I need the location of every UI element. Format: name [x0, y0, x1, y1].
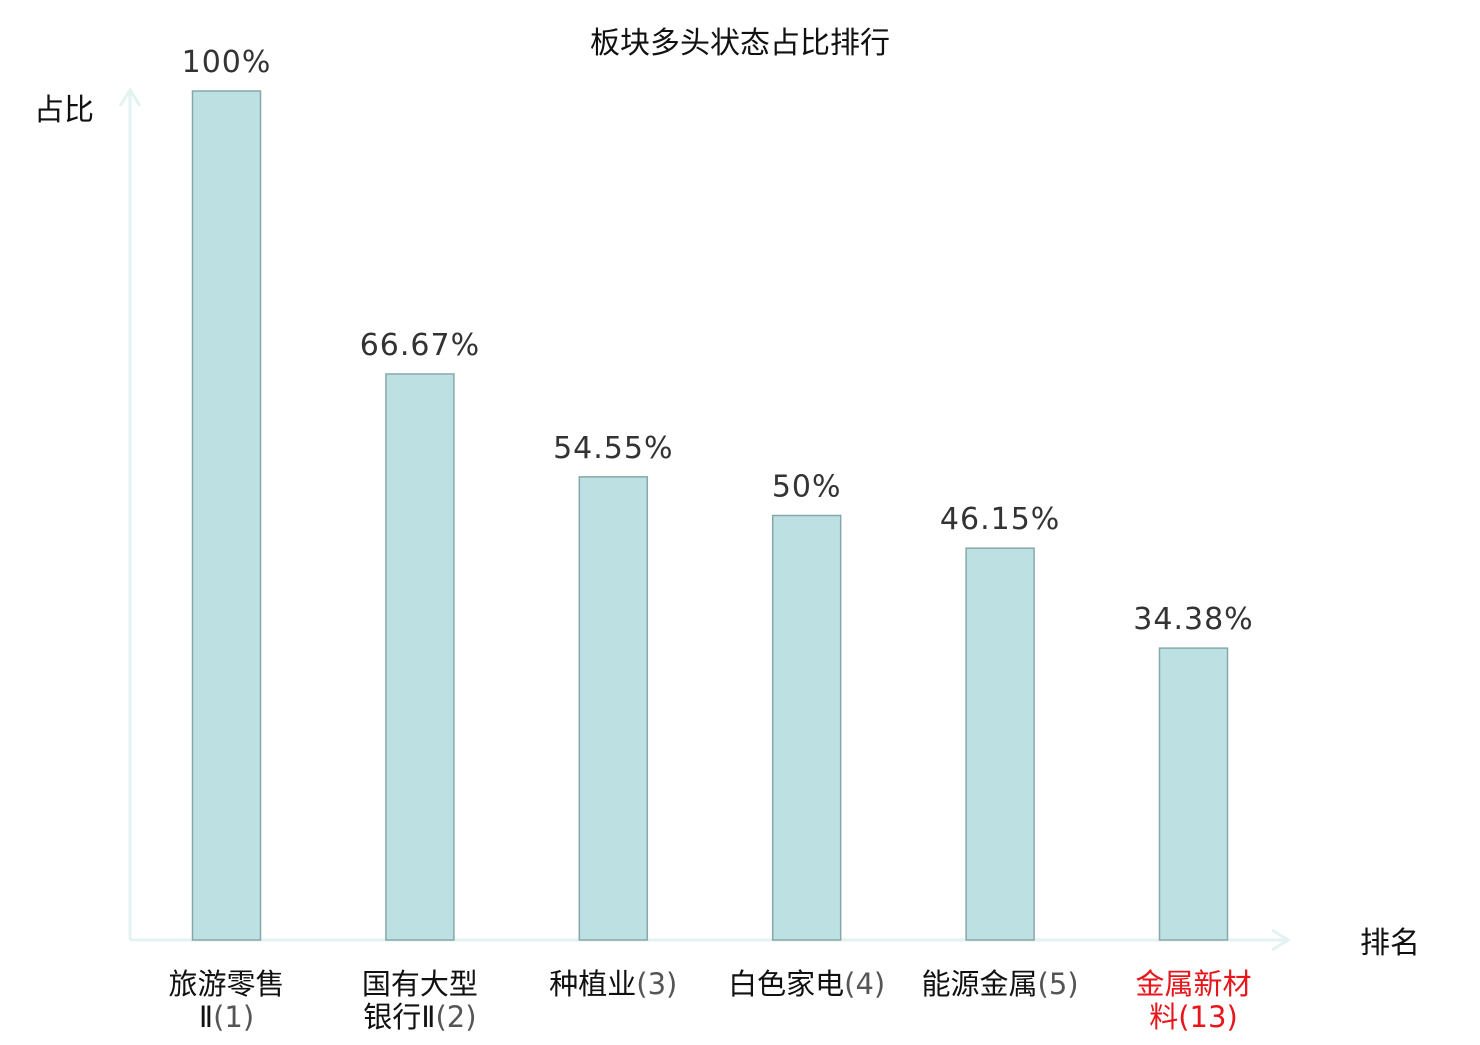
- category-name-line: 料: [1149, 1000, 1178, 1034]
- category-label: 种植业(3): [549, 967, 677, 1001]
- category-name-line: 银行Ⅱ: [363, 1000, 435, 1034]
- y-axis-arrow-icon: [118, 87, 142, 107]
- category-rank: (5): [1038, 967, 1079, 1001]
- bar-value-label: 54.55%: [553, 431, 673, 466]
- bar: [385, 373, 455, 941]
- category-labels: 旅游零售 Ⅱ(1) 国有大型银行Ⅱ(2) 种植业(3) 白色家电(4) 能源金属(5) 金属…: [168, 967, 1251, 1034]
- axes: [118, 87, 1291, 952]
- chart-title: 板块多头状态占比排行: [590, 26, 890, 61]
- category-name-line: 金属新材: [1135, 967, 1251, 1001]
- x-axis-arrow-icon: [1271, 928, 1291, 952]
- y-axis-label: 占比: [34, 93, 94, 128]
- bar-value-label: 100%: [182, 45, 272, 80]
- value-labels: 100% 66.67% 54.55% 50% 46.15% 34.38%: [182, 45, 1253, 637]
- category-name-line: 种植业: [549, 967, 636, 1001]
- category-label: 旅游零售 Ⅱ(1): [168, 967, 284, 1034]
- category-label: 金属新材料(13): [1135, 967, 1251, 1034]
- bar-value-label: 50%: [772, 470, 842, 505]
- bar: [771, 514, 842, 941]
- bars: [191, 90, 1229, 941]
- category-name-line: 白色家电: [728, 967, 844, 1001]
- category-rank: (13): [1178, 1000, 1238, 1034]
- category-rank: (4): [844, 967, 885, 1001]
- category-label: 国有大型银行Ⅱ(2): [362, 967, 478, 1034]
- bar-value-label: 66.67%: [360, 328, 480, 363]
- category-name-line: 国有大型: [362, 967, 478, 1001]
- bar: [965, 547, 1035, 941]
- bar: [578, 476, 649, 941]
- x-axis-label: 排名: [1360, 926, 1420, 961]
- category-label: 白色家电(4): [728, 967, 885, 1001]
- category-name-line: 能源金属: [922, 967, 1038, 1001]
- category-rank: (2): [435, 1000, 476, 1034]
- bar: [1158, 647, 1229, 941]
- bar-value-label: 46.15%: [940, 502, 1060, 537]
- category-rank: (1): [213, 1000, 254, 1034]
- category-label: 能源金属(5): [922, 967, 1079, 1001]
- bar-value-label: 34.38%: [1133, 602, 1253, 637]
- category-name-line: Ⅱ: [199, 1000, 213, 1034]
- bar: [191, 90, 262, 941]
- category-name-line: 旅游零售: [168, 967, 284, 1001]
- category-rank: (3): [636, 967, 677, 1001]
